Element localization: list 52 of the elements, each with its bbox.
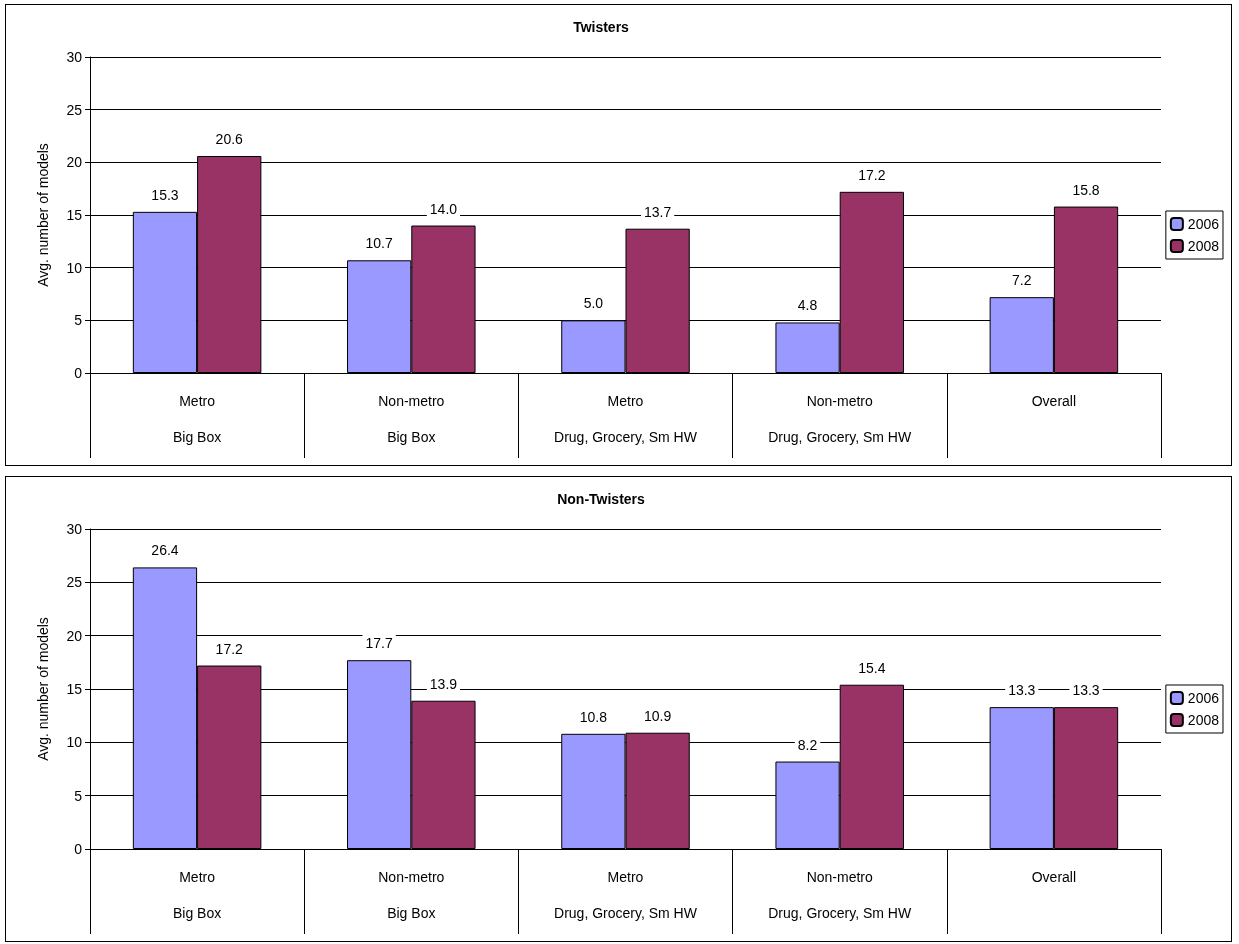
category-label: Metro Big Box xyxy=(172,869,222,921)
category-label: Non-metro Big Box xyxy=(378,393,445,445)
chart-title: Twisters xyxy=(573,19,630,35)
y-tick-label: 20 xyxy=(66,627,83,644)
y-tick-label: 10 xyxy=(66,734,83,751)
y-tick-label: 25 xyxy=(66,101,83,118)
data-label: 10.9 xyxy=(644,707,672,724)
data-label: 5.0 xyxy=(583,295,604,312)
x-tick-label: Overall xyxy=(1031,869,1077,885)
data-label: 26.4 xyxy=(151,542,179,559)
data-label: 17.7 xyxy=(365,635,394,652)
data-label: 14.0 xyxy=(429,200,458,217)
legend-label: 2008 xyxy=(1187,712,1220,728)
y-axis-title: Avg. number of models xyxy=(35,617,51,761)
data-label: 20.6 xyxy=(215,131,244,148)
data-label: 7.2 xyxy=(1012,272,1032,289)
data-label: 13.7 xyxy=(644,203,672,220)
category-label: Non-metro Drug, Grocery, Sm HW xyxy=(768,393,912,445)
data-label: 17.2 xyxy=(215,640,244,657)
category-label: Metro Big Box xyxy=(172,393,222,445)
y-tick-label: 5 xyxy=(74,787,83,804)
y-tick-label: 15 xyxy=(66,681,83,697)
data-label: 15.4 xyxy=(858,659,886,676)
data-label: 13.3 xyxy=(1008,682,1036,699)
data-label: 13.3 xyxy=(1072,682,1100,699)
legend-label: 2006 xyxy=(1187,690,1220,706)
data-label: 13.9 xyxy=(429,675,458,692)
category-label: Metro Drug, Grocery, Sm HW xyxy=(554,393,697,445)
data-label: 10.7 xyxy=(365,235,394,252)
data-label: 17.2 xyxy=(858,166,886,183)
category-label: Metro Drug, Grocery, Sm HW xyxy=(554,869,697,921)
category-label: Non-metro Big Box xyxy=(378,869,445,921)
data-label: 10.8 xyxy=(579,708,608,725)
category-label: Non-metro Drug, Grocery, Sm HW xyxy=(768,869,912,921)
data-label: 15.8 xyxy=(1072,181,1100,198)
y-tick-label: 30 xyxy=(66,49,83,65)
chart-title: Non-Twisters xyxy=(557,491,646,507)
legend-label: 2008 xyxy=(1187,238,1220,254)
y-tick-label: 0 xyxy=(74,841,83,857)
legend-label: 2006 xyxy=(1187,216,1220,232)
x-tick-label: Overall xyxy=(1031,393,1077,409)
data-label: 15.3 xyxy=(151,186,179,203)
y-tick-label: 10 xyxy=(66,259,83,276)
y-tick-label: 15 xyxy=(66,207,83,223)
data-label: 8.2 xyxy=(797,736,818,753)
data-label: 4.8 xyxy=(797,297,818,314)
y-tick-label: 30 xyxy=(66,521,83,537)
y-tick-label: 20 xyxy=(66,154,83,171)
y-tick-label: 25 xyxy=(66,574,83,591)
y-axis-title: Avg. number of models xyxy=(35,143,51,287)
y-tick-label: 0 xyxy=(74,365,83,381)
y-tick-label: 5 xyxy=(74,312,83,329)
